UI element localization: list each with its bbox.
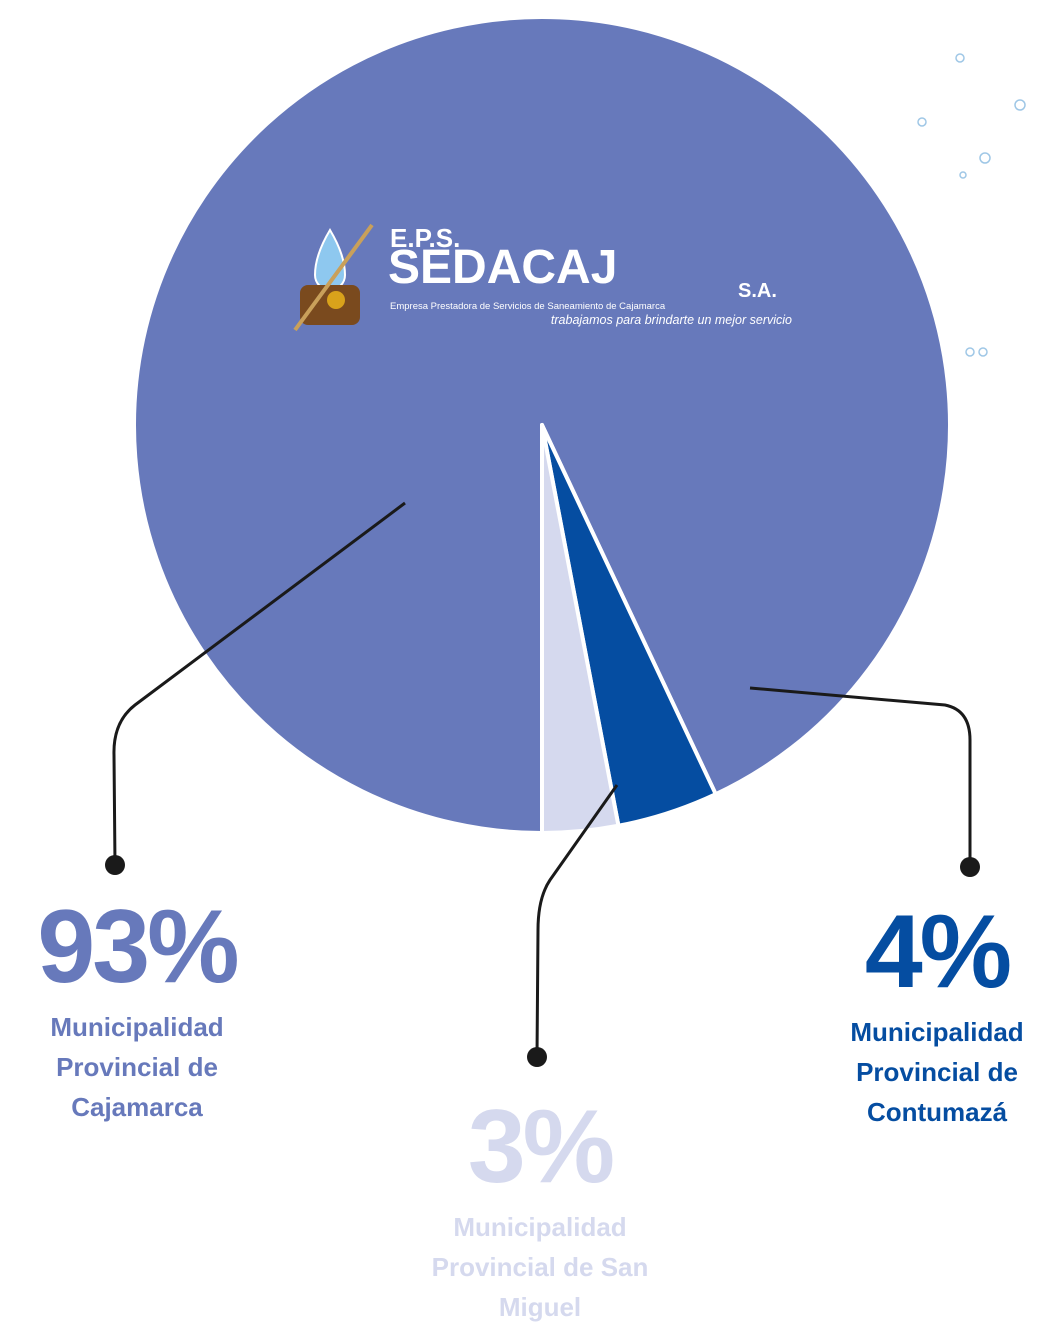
logo-text: trabajamos para brindarte un mejor servi…	[551, 313, 792, 327]
logo-medal	[327, 291, 345, 309]
slice-label: 3%Municipalidad Provincial de San Miguel	[390, 1095, 690, 1327]
category-label: Municipalidad Provincial de Cajamarca	[22, 1007, 252, 1127]
leader-dot	[105, 855, 125, 875]
value-label: 4%	[787, 900, 1044, 1004]
logo-text: Empresa Prestadora de Servicios de Sanea…	[390, 301, 666, 312]
value-label: 93%	[0, 895, 287, 999]
category-label: Municipalidad Provincial de Contumazá	[822, 1012, 1044, 1132]
page: E.P.S.SEDACAJS.A.Empresa Prestadora de S…	[0, 0, 1044, 1327]
leader-dot	[527, 1047, 547, 1067]
value-label: 3%	[390, 1095, 690, 1199]
logo-text: S.A.	[738, 280, 777, 302]
logo-text: SEDACAJ	[388, 241, 617, 294]
category-label: Municipalidad Provincial de San Miguel	[425, 1207, 655, 1327]
slice-label: 4%Municipalidad Provincial de Contumazá	[787, 900, 1044, 1132]
leader-dot	[960, 857, 980, 877]
slice-label: 93%Municipalidad Provincial de Cajamarca	[0, 895, 287, 1127]
